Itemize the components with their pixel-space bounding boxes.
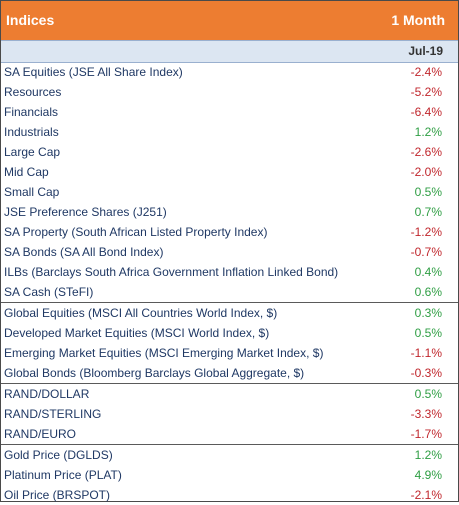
index-name: Financials [4, 105, 59, 119]
index-return: 0.5% [414, 387, 442, 401]
table-row: Resources -5.2% [1, 82, 458, 102]
index-return: 0.4% [414, 265, 442, 279]
index-name: Global Bonds (Bloomberg Barclays Global … [4, 366, 305, 380]
index-name: JSE Preference Shares (J251) [4, 205, 167, 219]
table-row: Global Equities (MSCI All Countries Worl… [1, 303, 458, 323]
index-return: -0.7% [410, 245, 442, 259]
index-name: Small Cap [4, 185, 60, 199]
index-name: Oil Price (BRSPOT) [4, 488, 111, 502]
table-row: RAND/EURO -1.7% [1, 424, 458, 444]
index-name: ILBs (Barclays South Africa Government I… [4, 265, 339, 279]
index-name: Resources [4, 85, 62, 99]
index-name: SA Equities (JSE All Share Index) [4, 65, 183, 79]
table-row: Large Cap -2.6% [1, 142, 458, 162]
subheader-date: Jul-19 [408, 44, 443, 58]
table-row: Financials -6.4% [1, 102, 458, 122]
table-row: RAND/STERLING -3.3% [1, 404, 458, 424]
header-title: Indices [6, 12, 55, 28]
table-row: SA Bonds (SA All Bond Index) -0.7% [1, 242, 458, 262]
index-return: -2.1% [410, 488, 442, 502]
table-header: Indices 1 Month [1, 1, 458, 40]
index-return: 1.2% [414, 448, 442, 462]
group-divider [1, 302, 458, 303]
index-return: -2.0% [410, 165, 442, 179]
index-return: 1.2% [414, 125, 442, 139]
index-return: -5.2% [410, 85, 442, 99]
index-name: Mid Cap [4, 165, 49, 179]
index-return: -0.3% [410, 366, 442, 380]
index-name: SA Cash (STeFI) [4, 285, 94, 299]
index-name: SA Property (South African Listed Proper… [4, 225, 268, 239]
table-row: RAND/DOLLAR 0.5% [1, 384, 458, 404]
index-name: Industrials [4, 125, 59, 139]
table-row: Emerging Market Equities (MSCI Emerging … [1, 343, 458, 363]
index-name: RAND/EURO [4, 427, 77, 441]
index-return: 0.3% [414, 306, 442, 320]
index-name: Developed Market Equities (MSCI World In… [4, 326, 270, 340]
table-row: Global Bonds (Bloomberg Barclays Global … [1, 363, 458, 383]
table-subheader: Jul-19 [1, 40, 458, 63]
index-name: Gold Price (DGLDS) [4, 448, 113, 462]
index-return: 0.5% [414, 326, 442, 340]
index-return: -2.4% [410, 65, 442, 79]
index-return: -1.1% [410, 346, 442, 360]
index-name: Platinum Price (PLAT) [4, 468, 122, 482]
header-period: 1 Month [391, 12, 445, 28]
index-return: -1.7% [410, 427, 442, 441]
index-return: 0.7% [414, 205, 442, 219]
index-return: -1.2% [410, 225, 442, 239]
table-row: ILBs (Barclays South Africa Government I… [1, 262, 458, 282]
index-return: -6.4% [410, 105, 442, 119]
index-name: SA Bonds (SA All Bond Index) [4, 245, 164, 259]
index-name: RAND/DOLLAR [4, 387, 90, 401]
table-row: Mid Cap -2.0% [1, 162, 458, 182]
table-row: SA Property (South African Listed Proper… [1, 222, 458, 242]
index-return: 0.6% [414, 285, 442, 299]
index-return: 4.9% [414, 468, 442, 482]
table-row: Developed Market Equities (MSCI World In… [1, 323, 458, 343]
table-row: Platinum Price (PLAT) 4.9% [1, 465, 458, 485]
group-divider [1, 444, 458, 445]
index-name: Global Equities (MSCI All Countries Worl… [4, 306, 278, 320]
index-return: -3.3% [410, 407, 442, 421]
group-divider [1, 383, 458, 384]
table-row: Oil Price (BRSPOT) -2.1% [1, 485, 458, 505]
table-row: Gold Price (DGLDS) 1.2% [1, 445, 458, 465]
index-return: -2.6% [410, 145, 442, 159]
index-name: Large Cap [4, 145, 61, 159]
table-row: Small Cap 0.5% [1, 182, 458, 202]
index-name: RAND/STERLING [4, 407, 102, 421]
index-name: Emerging Market Equities (MSCI Emerging … [4, 346, 324, 360]
table-row: JSE Preference Shares (J251) 0.7% [1, 202, 458, 222]
table-row: SA Equities (JSE All Share Index) -2.4% [1, 62, 458, 82]
table-row: SA Cash (STeFI) 0.6% [1, 282, 458, 302]
table-row: Industrials 1.2% [1, 122, 458, 142]
index-return: 0.5% [414, 185, 442, 199]
